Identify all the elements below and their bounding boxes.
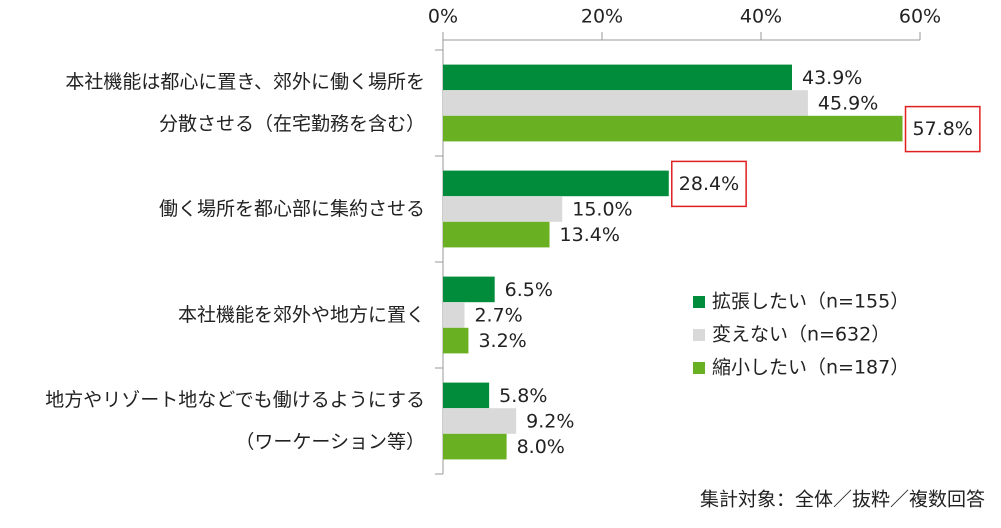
legend-swatch bbox=[693, 296, 705, 308]
bar bbox=[443, 221, 550, 248]
value-label: 3.2% bbox=[478, 330, 526, 352]
value-label: 28.4% bbox=[679, 173, 739, 195]
x-tick-label: 60% bbox=[899, 6, 941, 28]
bar bbox=[443, 64, 793, 91]
highlight-box bbox=[671, 160, 747, 208]
bar bbox=[443, 382, 490, 409]
x-tick-label: 20% bbox=[581, 6, 623, 28]
category-label: 本社機能を郊外や地方に置く bbox=[177, 304, 425, 326]
value-label: 13.4% bbox=[560, 224, 620, 246]
value-label: 5.8% bbox=[499, 385, 547, 407]
value-label: 6.5% bbox=[505, 279, 553, 301]
value-label: 8.0% bbox=[517, 436, 565, 458]
highlight-box bbox=[904, 105, 981, 153]
value-label: 15.0% bbox=[572, 199, 632, 221]
legend-swatch bbox=[693, 329, 705, 341]
legend-label: 拡張したい（n=155） bbox=[712, 291, 909, 313]
x-tick-label: 0% bbox=[428, 6, 458, 28]
x-tick-label: 40% bbox=[740, 6, 782, 28]
value-label: 57.8% bbox=[913, 118, 973, 140]
legend-label: 縮小したい（n=187） bbox=[712, 357, 909, 379]
value-label: 43.9% bbox=[802, 67, 862, 89]
legend-swatch bbox=[693, 362, 705, 374]
value-label: 45.9% bbox=[818, 93, 878, 115]
bar bbox=[443, 90, 808, 116]
bar bbox=[443, 196, 563, 222]
bar bbox=[443, 170, 669, 197]
bar bbox=[443, 302, 465, 328]
bar bbox=[443, 433, 507, 460]
note: 集計対象：全体／抜粋／複数回答 bbox=[700, 489, 985, 511]
category-label: 働く場所を都心部に集約させる bbox=[158, 198, 425, 220]
category-label: 地方やリゾート地などでも働けるようにする （ワーケーション等） bbox=[45, 389, 425, 453]
bar bbox=[443, 408, 517, 434]
bar bbox=[443, 115, 903, 142]
value-label: 9.2% bbox=[526, 411, 574, 433]
category-label: 本社機能は都心に置き、郊外に働く場所を 分散させる（在宅勤務を含む） bbox=[65, 71, 425, 135]
bar bbox=[443, 327, 469, 354]
legend-label: 変えない（n=632） bbox=[712, 324, 890, 346]
bar bbox=[443, 276, 495, 303]
value-label: 2.7% bbox=[474, 305, 522, 327]
